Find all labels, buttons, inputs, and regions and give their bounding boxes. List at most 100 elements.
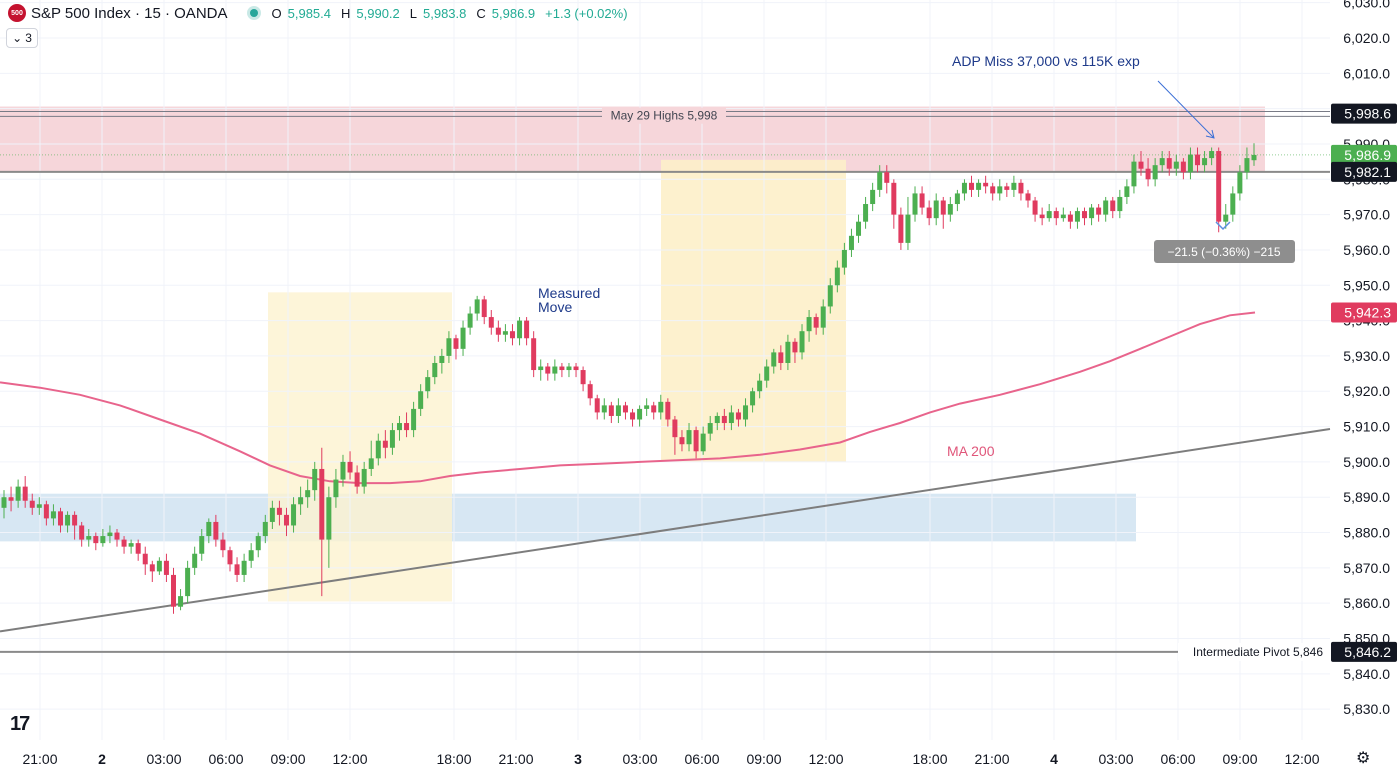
settings-gear-icon[interactable]: ⚙ [1356, 750, 1371, 767]
x-tick-label: 06:00 [1160, 751, 1195, 767]
candle-body [1074, 211, 1080, 222]
candle [1117, 189, 1123, 219]
candles-layer [1, 143, 1257, 614]
candle [1074, 207, 1080, 229]
candle [65, 511, 71, 533]
candle [474, 295, 480, 321]
tradingview-logo-icon[interactable]: 17 [10, 713, 30, 735]
candle-body [764, 366, 770, 381]
price-label: 5,982.1 [1344, 164, 1391, 180]
candle-body [340, 461, 346, 480]
candle-body [368, 458, 374, 469]
candle [658, 394, 664, 420]
candle [884, 165, 890, 194]
candle [1173, 154, 1179, 176]
candle-body [220, 539, 226, 551]
price-label: 5,998.6 [1344, 106, 1391, 122]
candle-body [983, 182, 989, 187]
ohlc-low-value: 5,983.8 [423, 5, 467, 21]
candle [72, 511, 78, 540]
candle [827, 278, 833, 314]
candle-body [248, 550, 254, 561]
measured-move-label-1: Measured [538, 285, 600, 301]
y-tick-label: 5,890.0 [1343, 489, 1390, 505]
candle [248, 543, 254, 568]
candle-body [121, 539, 127, 547]
candle-body [1195, 154, 1201, 166]
candle-body [418, 391, 424, 409]
y-tick-label: 5,960.0 [1343, 242, 1390, 258]
x-tick-label: 06:00 [208, 751, 243, 767]
candle [580, 366, 586, 392]
candle-body [460, 327, 466, 349]
candle [57, 507, 63, 533]
candle [460, 320, 466, 356]
candle [594, 394, 600, 420]
candle [347, 451, 353, 480]
candle-body [1159, 158, 1165, 166]
candle-body [389, 430, 395, 448]
candle-body [1251, 154, 1257, 161]
candle-body [396, 423, 402, 431]
candle-body [305, 490, 311, 498]
symbol-title[interactable]: S&P 500 Index · 15 · OANDA [31, 4, 228, 22]
candle [121, 536, 127, 554]
candle [841, 242, 847, 275]
candle [255, 532, 261, 558]
candle [538, 359, 544, 381]
candle-body [1004, 186, 1010, 190]
candle [608, 401, 614, 424]
candle [517, 317, 523, 346]
candle [1046, 204, 1052, 222]
candle-body [65, 514, 71, 526]
x-tick-label: 03:00 [1098, 751, 1133, 767]
candle-body [750, 391, 756, 406]
candle-body [827, 285, 833, 307]
ohlc-values: O 5,985.4 H 5,990.2 L 5,983.8 C 5,986.9 +1.3… [272, 6, 632, 21]
candle [1195, 147, 1201, 173]
candle [863, 196, 869, 229]
candle-body [1131, 161, 1137, 187]
pivot-label: Intermediate Pivot 5,846 [1193, 645, 1323, 659]
candle [1216, 147, 1222, 233]
candle-body [524, 320, 530, 339]
candle [354, 465, 360, 494]
candle [291, 497, 297, 533]
candle [891, 179, 897, 229]
candle [1011, 175, 1017, 197]
candle-body [792, 341, 798, 353]
candle [276, 500, 282, 526]
candle-body [298, 497, 304, 505]
candle-body [481, 299, 487, 318]
price-label: 5,986.9 [1344, 147, 1391, 163]
candle [375, 433, 381, 466]
candle-body [404, 423, 410, 431]
candle [799, 324, 805, 360]
candle [86, 529, 92, 547]
candle-body [57, 511, 63, 526]
candle-body [135, 543, 141, 554]
candle [1230, 186, 1236, 222]
candle-body [502, 331, 508, 335]
candle-body [1223, 214, 1229, 222]
candle [220, 532, 226, 558]
candle-body [170, 574, 176, 607]
candle [163, 553, 169, 582]
candle-body [474, 299, 480, 314]
candle [969, 175, 975, 197]
candle [983, 175, 989, 194]
candle-body [1110, 200, 1116, 212]
candle-body [969, 182, 975, 190]
candle [524, 317, 530, 346]
candle-body [93, 536, 99, 544]
y-tick-label: 6,010.0 [1343, 65, 1390, 81]
candle-body [940, 200, 946, 215]
time-axis: 21:00 2 03:00 06:00 09:00 12:00 18:00 21:00 3 03:… [22, 751, 1319, 767]
candle [764, 359, 770, 388]
candle-body [100, 536, 106, 544]
price-label-bg [1331, 302, 1397, 323]
indicators-collapse-button[interactable]: ⌄ 3 [6, 28, 38, 48]
candle [870, 182, 876, 212]
zones-layer [0, 106, 1265, 602]
